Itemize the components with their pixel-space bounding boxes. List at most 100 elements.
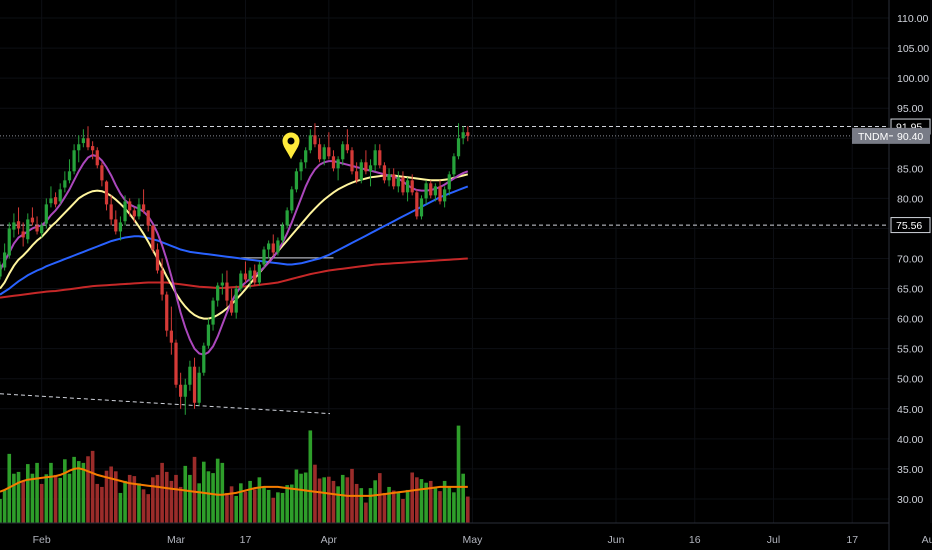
volume-bar: [72, 456, 76, 523]
volume-bar: [447, 486, 452, 523]
candle-body: [234, 288, 238, 313]
volume-bar: [327, 476, 331, 523]
candle-body: [0, 264, 2, 277]
last-price-box: TNDM 90.40: [852, 127, 930, 144]
volume-bar: [63, 459, 67, 523]
candle-body: [53, 197, 58, 205]
candle-body: [141, 204, 146, 211]
candle-body: [341, 144, 345, 160]
candle-body: [317, 144, 322, 160]
candle-body: [118, 222, 123, 232]
candle-body: [271, 243, 275, 253]
time-axis[interactable]: Feb Mar 17 Apr May Jun 16 Jul 17 Aug: [33, 534, 932, 546]
volume-bar: [336, 486, 340, 523]
level-price-box[interactable]: [890, 217, 931, 234]
volume-bar: [12, 473, 16, 523]
candle-body: [30, 217, 35, 223]
candle-body: [220, 282, 224, 286]
candle-body: [151, 225, 155, 250]
volume-bar: [178, 486, 183, 523]
candle-body: [382, 165, 387, 181]
volume-bar: [248, 480, 252, 523]
candle-body: [160, 270, 164, 295]
candle-body: [364, 162, 368, 172]
candle-body: [290, 189, 294, 211]
volume-bar: [49, 462, 53, 523]
candle-body: [146, 210, 150, 226]
volume-bar: [146, 494, 151, 523]
volume-bar: [155, 474, 160, 523]
volume-bar: [67, 473, 72, 523]
price-tick-label: 30.00: [897, 494, 923, 506]
candle-body: [86, 138, 90, 148]
candle-body: [373, 150, 377, 166]
price-tick-label: 105.00: [897, 43, 929, 55]
sma-slow-line: [0, 257, 468, 299]
volume-bar: [391, 490, 396, 523]
candle-body: [58, 189, 62, 202]
volume-bar: [239, 483, 243, 523]
volume-bar: [299, 473, 303, 523]
volume-bar: [164, 471, 169, 523]
candle-body: [16, 221, 21, 229]
candle-body: [72, 150, 76, 172]
candle-body: [132, 210, 136, 217]
candle-body: [197, 372, 201, 403]
time-tick-label: Aug: [922, 534, 932, 546]
volume-bar: [225, 492, 229, 523]
candle-body: [419, 198, 424, 217]
volume-bar: [262, 486, 266, 523]
volume-bar: [387, 486, 391, 523]
price-tick-label: 110.00: [897, 13, 928, 25]
candle-body: [308, 135, 312, 151]
time-tick-label: May: [462, 534, 483, 546]
volume-bar: [382, 492, 387, 523]
price-tick-label: 55.00: [897, 344, 923, 356]
candle-body: [137, 204, 141, 217]
volume-bar: [53, 474, 58, 523]
price-tick-label: 45.00: [897, 404, 923, 416]
candle-body: [109, 204, 113, 220]
candle-body: [350, 150, 354, 172]
price-tick-label: 100.00: [897, 73, 929, 85]
volume-bar: [151, 477, 155, 523]
candle-body: [355, 171, 359, 181]
volume-bar: [377, 473, 382, 523]
candle-body: [49, 198, 53, 204]
volume-bar: [90, 450, 95, 523]
volume-bar: [465, 496, 470, 523]
location-pin-icon[interactable]: [282, 132, 300, 160]
volume-bar: [313, 464, 317, 523]
candle-body: [392, 174, 396, 187]
candle-body: [128, 201, 132, 211]
volume-bar: [271, 497, 276, 523]
volume-bar: [354, 483, 359, 523]
candle-body: [345, 144, 349, 151]
candle-body: [438, 186, 442, 202]
candle-body: [248, 270, 252, 280]
volume-bar: [433, 486, 438, 523]
candle-body: [155, 249, 160, 271]
volume-bar: [81, 462, 86, 523]
pin-shape[interactable]: [282, 132, 300, 160]
volume-bar: [141, 489, 146, 523]
candle-body: [429, 183, 433, 196]
volume-bar: [100, 486, 104, 523]
time-tick-label: 16: [689, 534, 701, 546]
volume-bar: [340, 474, 345, 523]
price-tick-label: 40.00: [897, 434, 923, 446]
price-tick-label: 60.00: [897, 314, 923, 326]
volume-bar: [25, 464, 30, 523]
trendline-support[interactable]: [0, 393, 331, 415]
time-tick-label: Jul: [767, 534, 780, 546]
candle-body: [405, 180, 410, 193]
candle-body: [95, 150, 99, 166]
volume-moving-average: [0, 467, 468, 497]
volume-bar: [280, 492, 285, 523]
candle-body: [396, 177, 400, 187]
price-tick-label: 85.00: [897, 163, 923, 175]
volume-bar: [220, 462, 225, 523]
price-tick-label: 80.00: [897, 193, 923, 205]
volume-bar: [415, 477, 419, 523]
